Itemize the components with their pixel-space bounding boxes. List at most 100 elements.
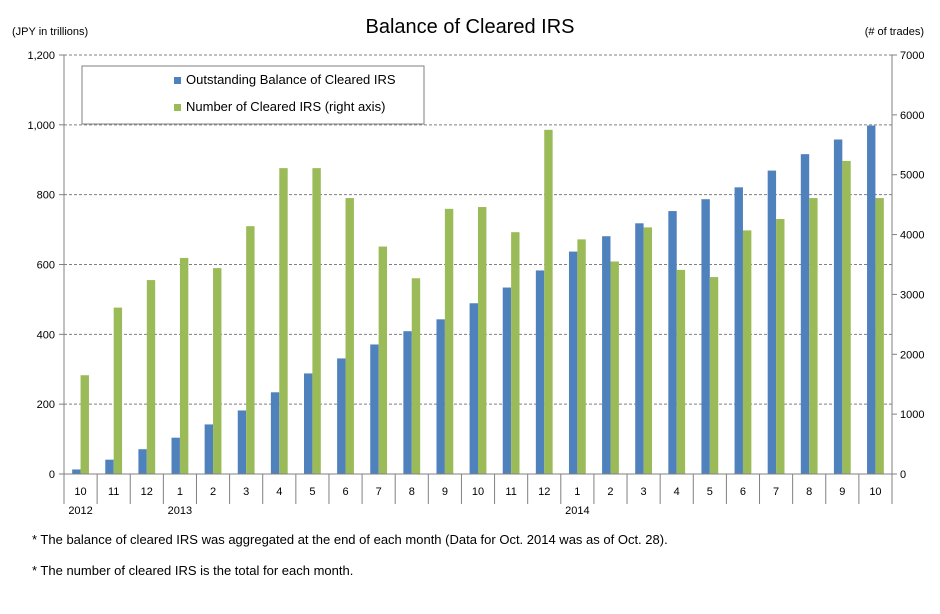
x-tick-label: 4 (276, 486, 282, 498)
left-axis-tick-label: 600 (37, 260, 55, 272)
left-axis-tick-label: 1,000 (27, 120, 55, 132)
bar-number (80, 375, 89, 474)
bar-number (345, 198, 354, 474)
bar-balance (370, 344, 379, 474)
x-tick-label: 3 (641, 486, 647, 498)
legend: Outstanding Balance of Cleared IRS Numbe… (81, 65, 425, 125)
x-tick-label: 6 (342, 486, 348, 498)
right-axis-tick-label: 7000 (900, 50, 924, 62)
x-tick-label: 12 (538, 486, 550, 498)
right-axis-tick-label: 4000 (900, 230, 924, 242)
right-axis-tick-label: 5000 (900, 170, 924, 182)
year-label: 2012 (68, 505, 92, 517)
x-tick-label: 7 (376, 486, 382, 498)
chart-title: Balance of Cleared IRS (365, 16, 574, 38)
left-axis-unit: (JPY in trillions) (12, 26, 88, 38)
bar-balance (734, 187, 743, 474)
x-tick-label: 5 (707, 486, 713, 498)
x-tick-label: 4 (674, 486, 680, 498)
bars (72, 125, 884, 475)
x-tick-label: 3 (243, 486, 249, 498)
left-axis-tick-label: 400 (37, 329, 55, 341)
left-axis-tick-label: 800 (37, 190, 55, 202)
x-tick-label: 6 (740, 486, 746, 498)
x-tick-label: 11 (505, 486, 516, 498)
bar-number (279, 168, 288, 474)
bar-number (643, 227, 652, 474)
bar-balance (668, 211, 677, 474)
bar-balance (72, 469, 81, 474)
bar-balance (701, 199, 710, 475)
bar-number (742, 230, 752, 474)
x-tick-label: 10 (472, 486, 484, 498)
bar-balance (171, 437, 180, 474)
left-axis-tick-label: 200 (37, 399, 55, 411)
x-tick-label: 8 (806, 486, 812, 498)
bar-number (146, 280, 156, 474)
bar-number (709, 277, 719, 474)
right-axis-unit: (# of trades) (865, 26, 924, 38)
bar-number (444, 208, 454, 474)
bar-number (809, 198, 818, 474)
bar-balance (436, 319, 445, 474)
bar-balance (204, 424, 214, 474)
x-tick-label: 1 (574, 486, 580, 498)
legend-swatch-number (174, 104, 181, 111)
left-axis-tick-label: 1,200 (27, 50, 55, 62)
x-tick-label: 9 (839, 486, 845, 498)
bar-balance (602, 236, 611, 474)
bar-balance (502, 287, 512, 474)
legend-label-balance: Outstanding Balance of Cleared IRS (186, 72, 396, 87)
x-tick-label: 7 (773, 486, 779, 498)
bar-balance (568, 251, 578, 474)
x-tick-label: 2 (210, 486, 216, 498)
right-axis-tick-label: 1000 (900, 409, 924, 421)
bar-number (676, 269, 686, 474)
x-tick-label: 10 (869, 486, 881, 498)
bar-balance (469, 303, 478, 474)
bar-number (842, 160, 851, 474)
x-tick-label: 8 (409, 486, 415, 498)
bar-balance (304, 373, 313, 474)
bar-number (776, 219, 785, 474)
bar-balance (337, 358, 346, 474)
left-axis-tick-label: 0 (49, 469, 55, 481)
bar-number (577, 239, 586, 474)
bar-balance (403, 331, 412, 474)
bar-number (875, 198, 884, 474)
bar-number (179, 257, 189, 474)
bar-number (113, 307, 123, 474)
right-axis-tick-label: 2000 (900, 349, 924, 361)
x-tick-label: 12 (141, 486, 153, 498)
bar-number (312, 168, 321, 474)
x-tick-label: 9 (442, 486, 448, 498)
bar-number (610, 261, 619, 474)
bar-balance (535, 270, 545, 474)
bar-balance (270, 392, 280, 474)
year-label: 2014 (565, 505, 589, 517)
gridlines (64, 54, 892, 405)
bar-number (411, 278, 421, 474)
x-tick-label: 1 (177, 486, 183, 498)
legend-label-number: Number of Cleared IRS (right axis) (186, 99, 385, 114)
x-tick-label: 2 (607, 486, 613, 498)
bar-balance (833, 139, 843, 474)
bar-balance (105, 459, 114, 474)
bar-balance (635, 223, 644, 474)
x-tick-label: 10 (74, 486, 86, 498)
legend-swatch-balance (174, 77, 181, 84)
bar-balance (767, 170, 777, 475)
bar-number (544, 129, 553, 475)
bar-number (246, 226, 255, 474)
right-axis-tick-label: 6000 (900, 110, 924, 122)
x-tick-label: 11 (108, 486, 119, 498)
footnote-balance: * The balance of cleared IRS was aggrega… (32, 532, 668, 547)
bar-balance (237, 410, 247, 474)
bar-number (213, 268, 222, 474)
footnote-number: * The number of cleared IRS is the total… (32, 563, 354, 578)
right-axis-tick-label: 3000 (900, 289, 924, 301)
bar-balance (867, 125, 876, 474)
bar-number (478, 207, 487, 474)
right-axis-tick-label: 0 (900, 469, 906, 481)
